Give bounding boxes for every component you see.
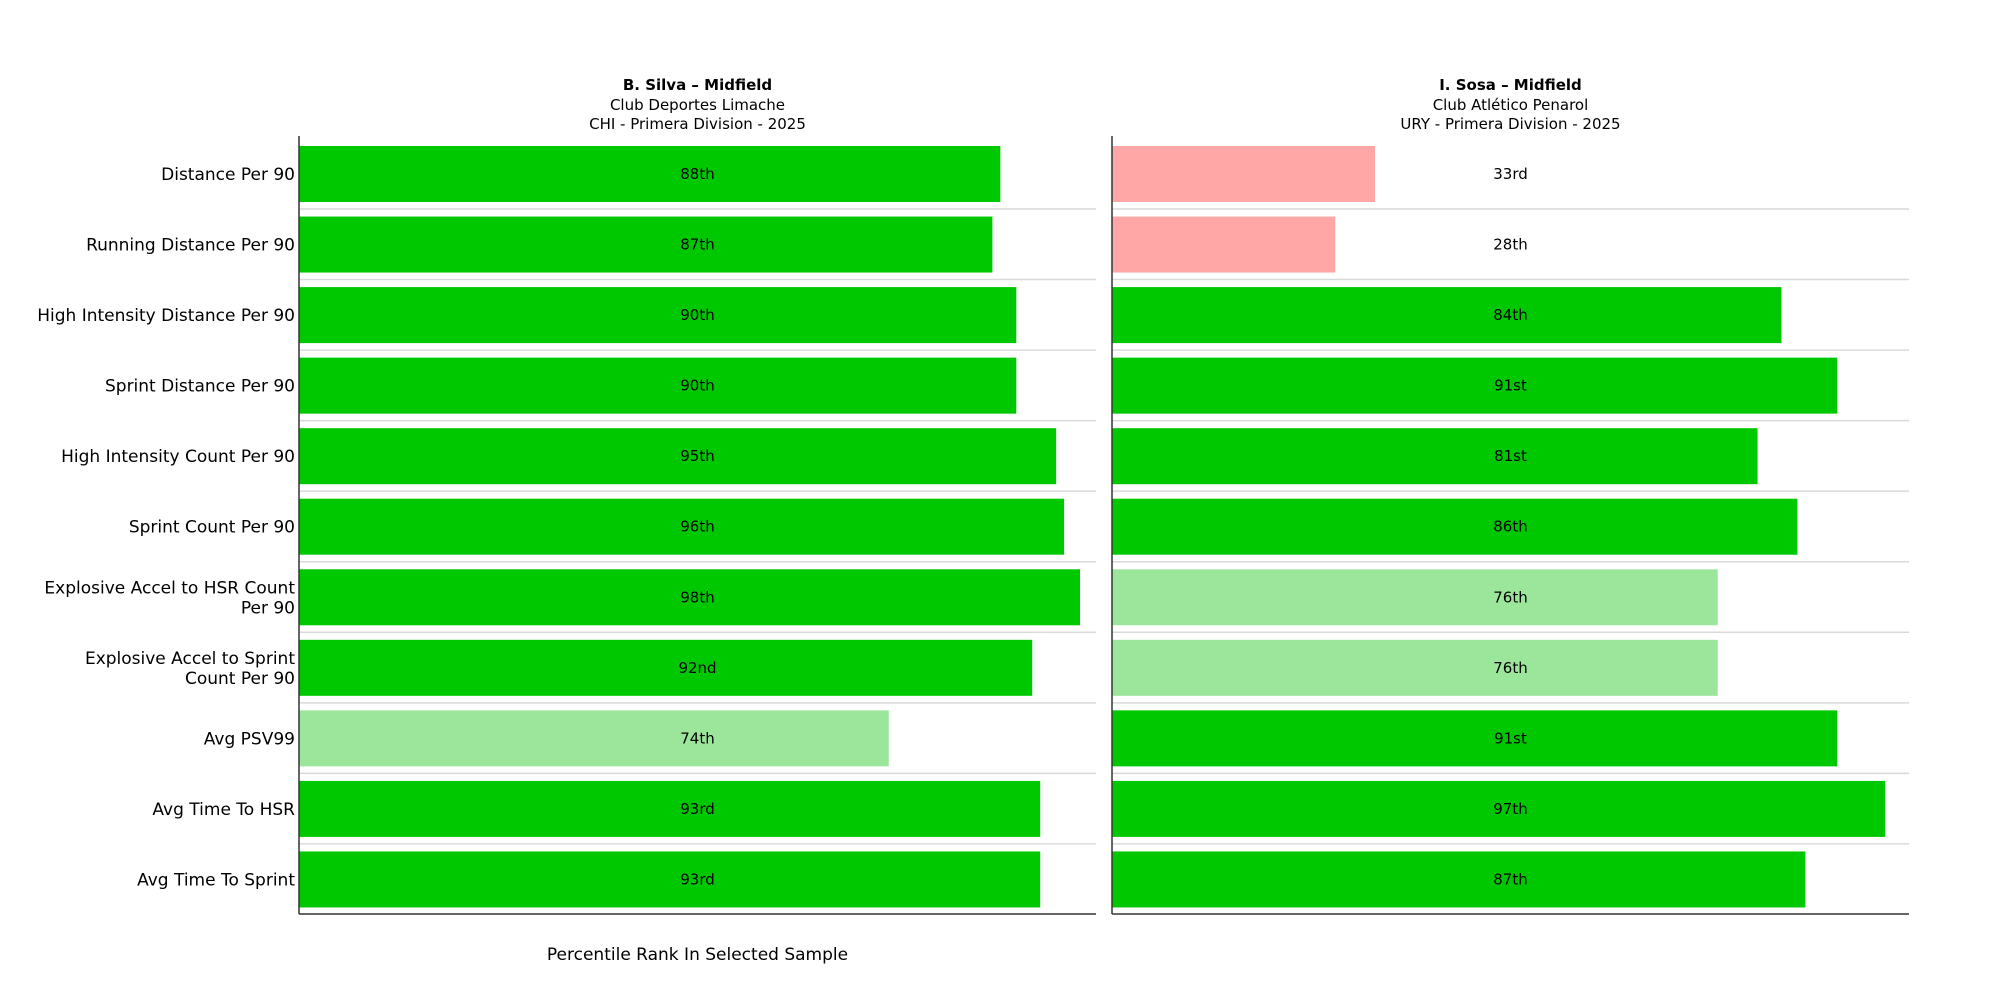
- bar: [299, 428, 1057, 485]
- bar-label: 88th: [680, 165, 714, 183]
- category-label-line: Per 90: [241, 598, 295, 618]
- category-label-line: Avg Time To HSR: [152, 800, 295, 820]
- bar-label: 92nd: [678, 659, 716, 677]
- bar-label: 93rd: [680, 870, 715, 888]
- bar: [1112, 357, 1838, 414]
- bar-label: 95th: [680, 447, 714, 465]
- bar: [299, 498, 1065, 555]
- bar: [299, 639, 1033, 696]
- category-label-line: Avg PSV99: [204, 729, 295, 749]
- bar: [299, 287, 1017, 344]
- bar: [1112, 780, 1886, 837]
- bar-label: 93rd: [680, 800, 715, 818]
- panel-title: I. Sosa – Midfield: [1439, 76, 1582, 94]
- panel-subtitle: Club Deportes Limache: [610, 96, 785, 114]
- bar-label: 33rd: [1493, 165, 1528, 183]
- bar: [1112, 710, 1838, 767]
- bar: [1112, 639, 1718, 696]
- bar: [1112, 851, 1806, 908]
- bar-label: 91st: [1494, 729, 1527, 747]
- bar-label: 86th: [1493, 518, 1527, 536]
- bar-label: 91st: [1494, 377, 1527, 395]
- category-label: Avg PSV99: [204, 729, 295, 749]
- panel-subtitle: Club Atlético Penarol: [1433, 96, 1589, 114]
- bar-label: 74th: [680, 729, 714, 747]
- category-label-line: Sprint Count Per 90: [129, 518, 295, 538]
- bar-label: 84th: [1493, 306, 1527, 324]
- x-axis-label: Percentile Rank In Selected Sample: [547, 945, 848, 965]
- category-label-line: Count Per 90: [185, 669, 295, 689]
- category-label: Explosive Accel to HSR Count Per 90: [44, 578, 295, 618]
- bar: [1112, 146, 1376, 202]
- category-label: Distance Per 90: [161, 165, 295, 185]
- category-label-line: Sprint Distance Per 90: [105, 377, 295, 397]
- bar-label: 76th: [1493, 588, 1527, 606]
- panel-1: 88th 87th 90th 90th 95th 96th 98th 92nd 74th 93rd…: [298, 76, 1096, 915]
- panel-subtitle: CHI - Primera Division - 2025: [589, 115, 806, 133]
- bar-label: 81st: [1494, 447, 1527, 465]
- bar: [1112, 287, 1782, 344]
- category-label: Sprint Distance Per 90: [105, 377, 295, 397]
- category-label-line: Explosive Accel to HSR Count: [44, 578, 295, 598]
- bar: [299, 357, 1017, 414]
- panel-title: B. Silva – Midfield: [623, 76, 772, 94]
- bar-label: 90th: [680, 306, 714, 324]
- category-label: Avg Time To Sprint: [137, 870, 295, 890]
- bar-label: 76th: [1493, 659, 1527, 677]
- panel-2: 33rd 28th 84th 91st 81st 86th 76th 76th 91st 97th…: [1111, 76, 1909, 915]
- bar: [299, 569, 1081, 626]
- bar-label: 97th: [1493, 800, 1527, 818]
- category-label-line: High Intensity Count Per 90: [61, 447, 295, 467]
- category-label: Running Distance Per 90: [86, 236, 295, 256]
- bar-label: 90th: [680, 377, 714, 395]
- bar: [1112, 428, 1758, 485]
- category-label: High Intensity Distance Per 90: [37, 306, 295, 326]
- category-label: Avg Time To HSR: [152, 800, 295, 820]
- bar: [1112, 216, 1336, 273]
- panel-subtitle: URY - Primera Division - 2025: [1400, 115, 1620, 133]
- category-label-line: Explosive Accel to Sprint: [85, 649, 295, 669]
- category-label: High Intensity Count Per 90: [61, 447, 295, 467]
- bar: [299, 146, 1001, 202]
- bar-label: 28th: [1493, 236, 1527, 254]
- category-label: Sprint Count Per 90: [129, 518, 295, 538]
- category-label-line: High Intensity Distance Per 90: [37, 306, 295, 326]
- bar: [1112, 498, 1798, 555]
- bar: [1112, 569, 1718, 626]
- bar: [299, 710, 889, 767]
- bar: [299, 851, 1041, 908]
- category-label-line: Avg Time To Sprint: [137, 870, 295, 890]
- bar-label: 98th: [680, 588, 714, 606]
- category-label-line: Distance Per 90: [161, 165, 295, 185]
- bar-label: 96th: [680, 518, 714, 536]
- bar-label: 87th: [680, 236, 714, 254]
- bar: [299, 216, 993, 273]
- category-label: Explosive Accel to Sprint Count Per 90: [85, 649, 295, 689]
- bar: [299, 780, 1041, 837]
- category-label-line: Running Distance Per 90: [86, 236, 295, 256]
- bar-label: 87th: [1493, 870, 1527, 888]
